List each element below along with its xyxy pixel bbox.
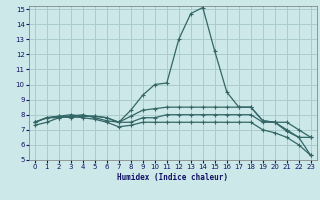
X-axis label: Humidex (Indice chaleur): Humidex (Indice chaleur) <box>117 173 228 182</box>
